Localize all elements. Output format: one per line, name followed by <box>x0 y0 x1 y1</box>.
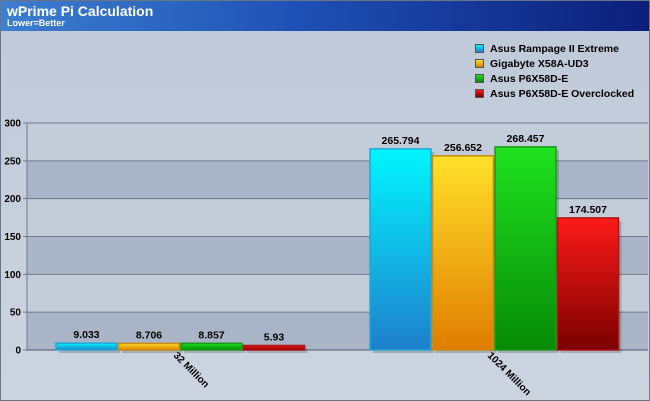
chart-subtitle: Lower=Better <box>7 18 65 28</box>
y-tick-label: 300 <box>4 119 21 130</box>
data-label: 256.652 <box>444 142 482 154</box>
data-label: 5.93 <box>264 332 285 344</box>
data-label: 9.033 <box>73 329 99 341</box>
bar <box>55 342 118 351</box>
legend-swatch <box>475 89 484 98</box>
legend-item: Asus P6X58D-E <box>475 71 634 86</box>
y-tick-label: 50 <box>10 308 22 319</box>
data-label: 268.457 <box>507 133 545 145</box>
data-label: 265.794 <box>382 135 420 147</box>
y-tick-label: 0 <box>15 346 21 357</box>
y-tick-label: 200 <box>4 194 21 205</box>
bar-shadow <box>246 348 308 353</box>
data-label: 8.706 <box>136 329 162 341</box>
legend-label: Asus Rampage II Extreme <box>490 42 619 55</box>
title-bar: wPrime Pi Calculation Lower=Better <box>1 1 649 31</box>
legend: Asus Rampage II Extreme Gigabyte X58A-UD… <box>475 41 634 101</box>
legend-label: Asus P6X58D-E Overclocked <box>490 87 635 100</box>
legend-label: Asus P6X58D-E <box>490 72 569 85</box>
y-tick-label: 150 <box>4 232 21 243</box>
bar <box>117 342 181 351</box>
bar <box>431 155 495 351</box>
y-tick-label: 250 <box>4 156 21 167</box>
legend-swatch <box>475 74 484 83</box>
bar <box>556 217 620 351</box>
legend-item: Asus Rampage II Extreme <box>475 41 634 56</box>
data-label: 8.857 <box>198 329 224 341</box>
x-tick-label: 1024 Million <box>485 350 533 398</box>
legend-item: Asus P6X58D-E Overclocked <box>475 86 634 101</box>
legend-swatch <box>475 44 484 53</box>
y-tick-label: 100 <box>4 270 21 281</box>
legend-item: Gigabyte X58A-UD3 <box>475 56 634 71</box>
legend-swatch <box>475 59 484 68</box>
legend-label: Gigabyte X58A-UD3 <box>490 57 589 70</box>
data-label: 174.507 <box>569 204 607 216</box>
chart-title: wPrime Pi Calculation <box>7 3 154 19</box>
bar <box>369 148 432 351</box>
x-tick-label: 32 Million <box>171 350 211 390</box>
bar <box>180 342 243 351</box>
bar <box>242 344 306 351</box>
bar <box>494 146 557 351</box>
